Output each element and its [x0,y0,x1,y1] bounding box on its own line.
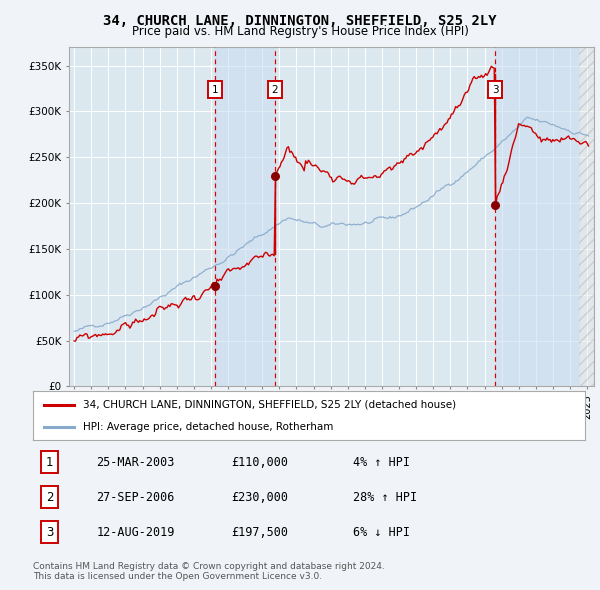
Text: 25-MAR-2003: 25-MAR-2003 [97,455,175,468]
Text: 4% ↑ HPI: 4% ↑ HPI [353,455,410,468]
Text: 3: 3 [46,526,53,539]
Bar [578,47,594,386]
Text: Contains HM Land Registry data © Crown copyright and database right 2024.: Contains HM Land Registry data © Crown c… [33,562,385,571]
Text: 34, CHURCH LANE, DINNINGTON, SHEFFIELD, S25 2LY (detached house): 34, CHURCH LANE, DINNINGTON, SHEFFIELD, … [83,399,456,409]
Text: 34, CHURCH LANE, DINNINGTON, SHEFFIELD, S25 2LY: 34, CHURCH LANE, DINNINGTON, SHEFFIELD, … [103,14,497,28]
Text: 28% ↑ HPI: 28% ↑ HPI [353,490,417,504]
Text: 12-AUG-2019: 12-AUG-2019 [97,526,175,539]
Text: 2: 2 [46,490,53,504]
Bar [495,47,578,386]
Text: £110,000: £110,000 [232,455,289,468]
Text: £197,500: £197,500 [232,526,289,539]
Text: This data is licensed under the Open Government Licence v3.0.: This data is licensed under the Open Gov… [33,572,322,581]
Text: 3: 3 [491,84,498,94]
Text: Price paid vs. HM Land Registry's House Price Index (HPI): Price paid vs. HM Land Registry's House … [131,25,469,38]
Text: 6% ↓ HPI: 6% ↓ HPI [353,526,410,539]
Bar [215,47,275,386]
Text: 2: 2 [272,84,278,94]
Text: 1: 1 [212,84,218,94]
Text: HPI: Average price, detached house, Rotherham: HPI: Average price, detached house, Roth… [83,422,333,432]
Text: 27-SEP-2006: 27-SEP-2006 [97,490,175,504]
Text: £230,000: £230,000 [232,490,289,504]
Text: 1: 1 [46,455,53,468]
